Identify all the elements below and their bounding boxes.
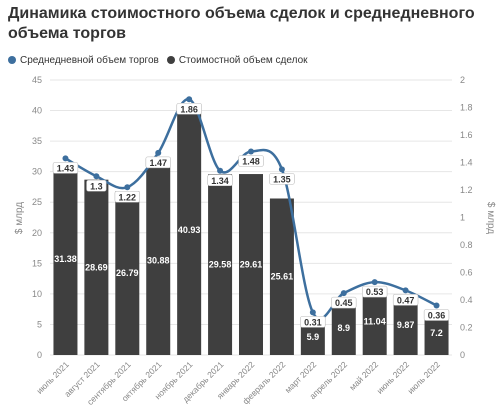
- line-point: [186, 96, 193, 103]
- line-label-box: [392, 294, 419, 306]
- bar-value-label: 25.61: [271, 272, 294, 282]
- right-tick-label: 1.8: [460, 103, 473, 113]
- line-value-label: 0.47: [397, 295, 415, 305]
- line-value-label: 1.47: [149, 158, 167, 168]
- bar-value-label: 11.04: [364, 316, 386, 326]
- bar: [177, 104, 202, 355]
- bar: [362, 287, 387, 355]
- bar-value-label: 9.87: [397, 320, 415, 330]
- bar: [331, 300, 356, 355]
- legend-item-line[interactable]: Среднедневной объем торгов: [8, 55, 159, 66]
- right-tick-label: 0.2: [460, 323, 473, 333]
- right-tick-label: 2: [460, 75, 465, 85]
- bar-value-label: 8.9: [338, 323, 351, 333]
- line-label-box: [331, 296, 357, 309]
- line-value-label: 0.36: [428, 311, 446, 321]
- line-point: [309, 309, 316, 316]
- legend-swatch-bar: [166, 56, 175, 64]
- line-point: [433, 302, 440, 309]
- line-value-label: 1.22: [119, 192, 137, 202]
- line-label-box: [52, 162, 79, 174]
- left-tick-label: 20: [32, 228, 42, 238]
- bar-value-label: 40.93: [178, 225, 201, 235]
- line-label-box: [269, 173, 295, 185]
- line-value-label: 1.43: [57, 163, 75, 173]
- bar: [208, 174, 233, 355]
- line-value-label: 0.31: [304, 317, 322, 327]
- bar-value-label: 29.61: [240, 260, 263, 270]
- line-label-box: [114, 190, 141, 203]
- line-value-label: 1.3: [90, 181, 103, 191]
- right-tick-label: 0.4: [460, 295, 473, 305]
- right-tick-label: 1.6: [460, 130, 473, 140]
- line-point: [124, 184, 131, 191]
- bar-value-label: 31.38: [54, 254, 77, 264]
- left-tick-label: 10: [32, 289, 42, 299]
- line-value-label: 1.35: [273, 174, 291, 184]
- chart-legend: Среднедневной объем торгов Стоимостной о…: [8, 52, 316, 68]
- bar-value-label: 28.69: [85, 262, 108, 272]
- bar: [269, 198, 294, 355]
- line-label-box: [361, 285, 388, 298]
- right-axis-label: $ млрд: [485, 202, 496, 234]
- bar: [53, 163, 78, 355]
- legend-swatch-line: [8, 56, 16, 64]
- bar: [239, 174, 263, 355]
- right-tick-label: 1: [460, 213, 465, 223]
- right-tick-label: 0: [460, 350, 465, 360]
- chart-title: Динамика стоимостного объема сделок и ср…: [8, 5, 475, 42]
- line-value-label: 0.45: [335, 298, 353, 308]
- x-tick-label: июль 2022: [405, 359, 442, 396]
- left-tick-label: 15: [32, 258, 42, 268]
- line-point: [62, 155, 69, 162]
- left-tick-label: 35: [32, 136, 42, 146]
- legend-label-bar: Стоимостной объем сделок: [178, 54, 308, 66]
- bar: [115, 191, 140, 355]
- left-tick-label: 25: [32, 197, 42, 207]
- line-point: [402, 287, 409, 294]
- line-label-box: [145, 156, 171, 169]
- left-tick-label: 45: [32, 75, 42, 85]
- bar: [146, 166, 171, 355]
- line-point: [371, 279, 378, 286]
- line-label-box: [207, 174, 233, 187]
- line-value-label: 1.48: [242, 157, 260, 167]
- right-tick-label: 0.6: [460, 268, 473, 278]
- bar-value-label: 26.79: [116, 268, 139, 278]
- right-tick-label: 1.4: [460, 158, 473, 168]
- bar: [84, 179, 109, 355]
- right-tick-label: 1.2: [460, 185, 473, 195]
- left-tick-label: 5: [37, 319, 42, 329]
- line-value-label: 0.53: [366, 287, 384, 297]
- line-point: [93, 173, 100, 180]
- left-tick-label: 0: [37, 350, 42, 360]
- line-point: [248, 148, 254, 155]
- bar-value-label: 7.2: [430, 328, 443, 338]
- line-label-box: [86, 179, 107, 192]
- bar-value-label: 5.9: [307, 332, 320, 342]
- line-label-box: [423, 309, 450, 321]
- line-value-label: 1.34: [211, 176, 229, 186]
- left-tick-label: 30: [32, 167, 42, 177]
- line-label-box: [300, 316, 326, 328]
- line-label-box: [238, 155, 264, 167]
- bar-value-label: 29.58: [209, 260, 232, 270]
- bar-value-label: 30.88: [147, 256, 170, 266]
- line-value-label: 1.86: [180, 104, 198, 114]
- legend-item-bar[interactable]: Стоимостной объем сделок: [166, 54, 308, 66]
- line-point: [278, 166, 285, 173]
- line-point: [340, 290, 347, 297]
- left-tick-label: 40: [32, 106, 42, 116]
- left-axis-label: $ млрд: [14, 202, 25, 234]
- line-point: [155, 149, 162, 156]
- line-point: [217, 167, 224, 174]
- right-tick-label: 0.8: [460, 240, 473, 250]
- line-label-box: [176, 102, 202, 115]
- legend-label-line: Среднедневной объем торгов: [20, 54, 159, 66]
